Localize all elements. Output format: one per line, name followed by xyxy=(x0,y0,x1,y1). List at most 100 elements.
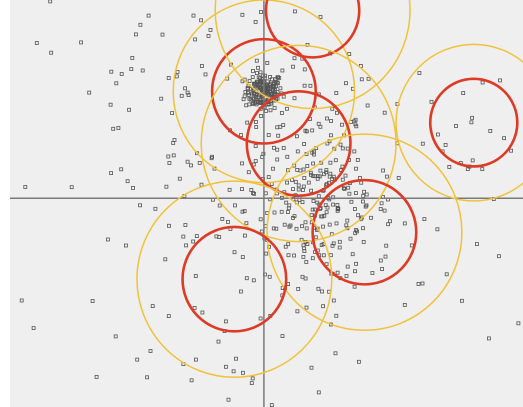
data-point xyxy=(226,397,231,402)
data-point xyxy=(254,71,259,75)
inner-circle xyxy=(264,0,361,59)
data-point xyxy=(292,214,297,219)
data-point xyxy=(346,185,351,190)
data-point xyxy=(359,77,364,82)
data-point xyxy=(321,224,325,229)
data-point xyxy=(266,175,271,180)
data-point xyxy=(362,189,367,194)
data-point xyxy=(266,133,271,137)
data-point xyxy=(195,151,199,156)
data-point xyxy=(241,97,246,102)
data-point xyxy=(220,216,225,221)
data-point xyxy=(308,170,313,175)
data-point xyxy=(308,172,313,177)
data-point xyxy=(185,90,190,95)
data-point xyxy=(339,122,344,127)
data-point xyxy=(159,96,164,101)
data-point xyxy=(256,65,260,70)
data-point xyxy=(285,180,290,185)
data-point xyxy=(129,67,134,71)
data-point xyxy=(114,81,119,86)
data-point xyxy=(281,146,286,150)
data-point xyxy=(292,96,297,101)
data-point xyxy=(296,286,301,291)
data-point xyxy=(302,249,307,254)
data-point xyxy=(354,124,359,129)
data-point xyxy=(153,206,158,211)
data-point xyxy=(381,168,386,173)
data-point xyxy=(354,261,359,266)
data-point xyxy=(316,286,321,291)
data-point xyxy=(302,176,307,180)
data-point xyxy=(181,234,186,239)
data-point xyxy=(310,207,315,212)
data-point xyxy=(296,187,301,192)
data-point xyxy=(311,161,316,166)
data-point xyxy=(256,100,260,104)
data-point xyxy=(273,80,278,84)
data-point xyxy=(435,227,440,232)
data-point xyxy=(356,213,361,218)
data-point xyxy=(295,309,300,314)
data-point xyxy=(250,75,255,79)
data-point xyxy=(130,56,135,60)
data-point xyxy=(280,68,285,73)
data-point xyxy=(267,274,272,279)
data-point xyxy=(272,106,277,110)
data-point xyxy=(240,187,244,192)
data-point xyxy=(459,298,464,303)
data-point xyxy=(330,243,335,248)
chart-svg xyxy=(10,0,523,407)
data-point xyxy=(345,264,350,269)
data-point xyxy=(343,173,348,178)
data-point xyxy=(251,91,256,95)
data-point xyxy=(429,99,434,104)
outer-circle xyxy=(136,180,333,379)
data-point xyxy=(251,101,256,106)
outer-circle xyxy=(214,0,411,110)
data-point xyxy=(444,272,449,277)
outer-circle xyxy=(395,43,523,202)
data-point xyxy=(278,86,283,91)
data-point xyxy=(242,209,247,214)
data-point xyxy=(183,223,188,227)
data-point xyxy=(252,81,257,86)
data-point xyxy=(246,92,251,97)
data-point xyxy=(258,70,263,75)
data-point xyxy=(94,374,99,379)
data-point xyxy=(185,159,190,164)
data-point xyxy=(291,64,295,69)
data-point xyxy=(191,239,196,244)
data-point xyxy=(349,199,354,204)
data-point xyxy=(265,61,270,65)
data-point xyxy=(470,115,475,120)
data-point xyxy=(461,91,466,95)
data-point xyxy=(252,191,257,196)
data-point xyxy=(300,200,305,205)
data-point xyxy=(365,103,370,108)
data-point xyxy=(125,179,130,184)
data-point xyxy=(274,226,279,231)
data-point xyxy=(327,174,332,179)
data-point xyxy=(332,146,337,151)
data-point xyxy=(344,273,349,278)
data-point xyxy=(166,314,171,319)
data-point xyxy=(330,106,335,111)
data-point xyxy=(488,128,493,133)
data-point xyxy=(417,71,422,75)
data-point xyxy=(498,78,502,83)
data-point xyxy=(280,334,285,339)
inner-circle xyxy=(428,77,519,168)
data-point xyxy=(252,92,257,96)
data-point xyxy=(352,284,357,289)
data-point xyxy=(127,107,131,112)
data-point xyxy=(324,168,329,173)
data-point xyxy=(353,117,358,122)
data-point xyxy=(116,126,121,130)
data-point xyxy=(311,198,316,203)
data-point xyxy=(323,203,328,208)
data-point xyxy=(240,161,244,166)
data-point xyxy=(145,375,150,380)
data-point xyxy=(355,229,359,234)
data-point xyxy=(465,167,470,172)
